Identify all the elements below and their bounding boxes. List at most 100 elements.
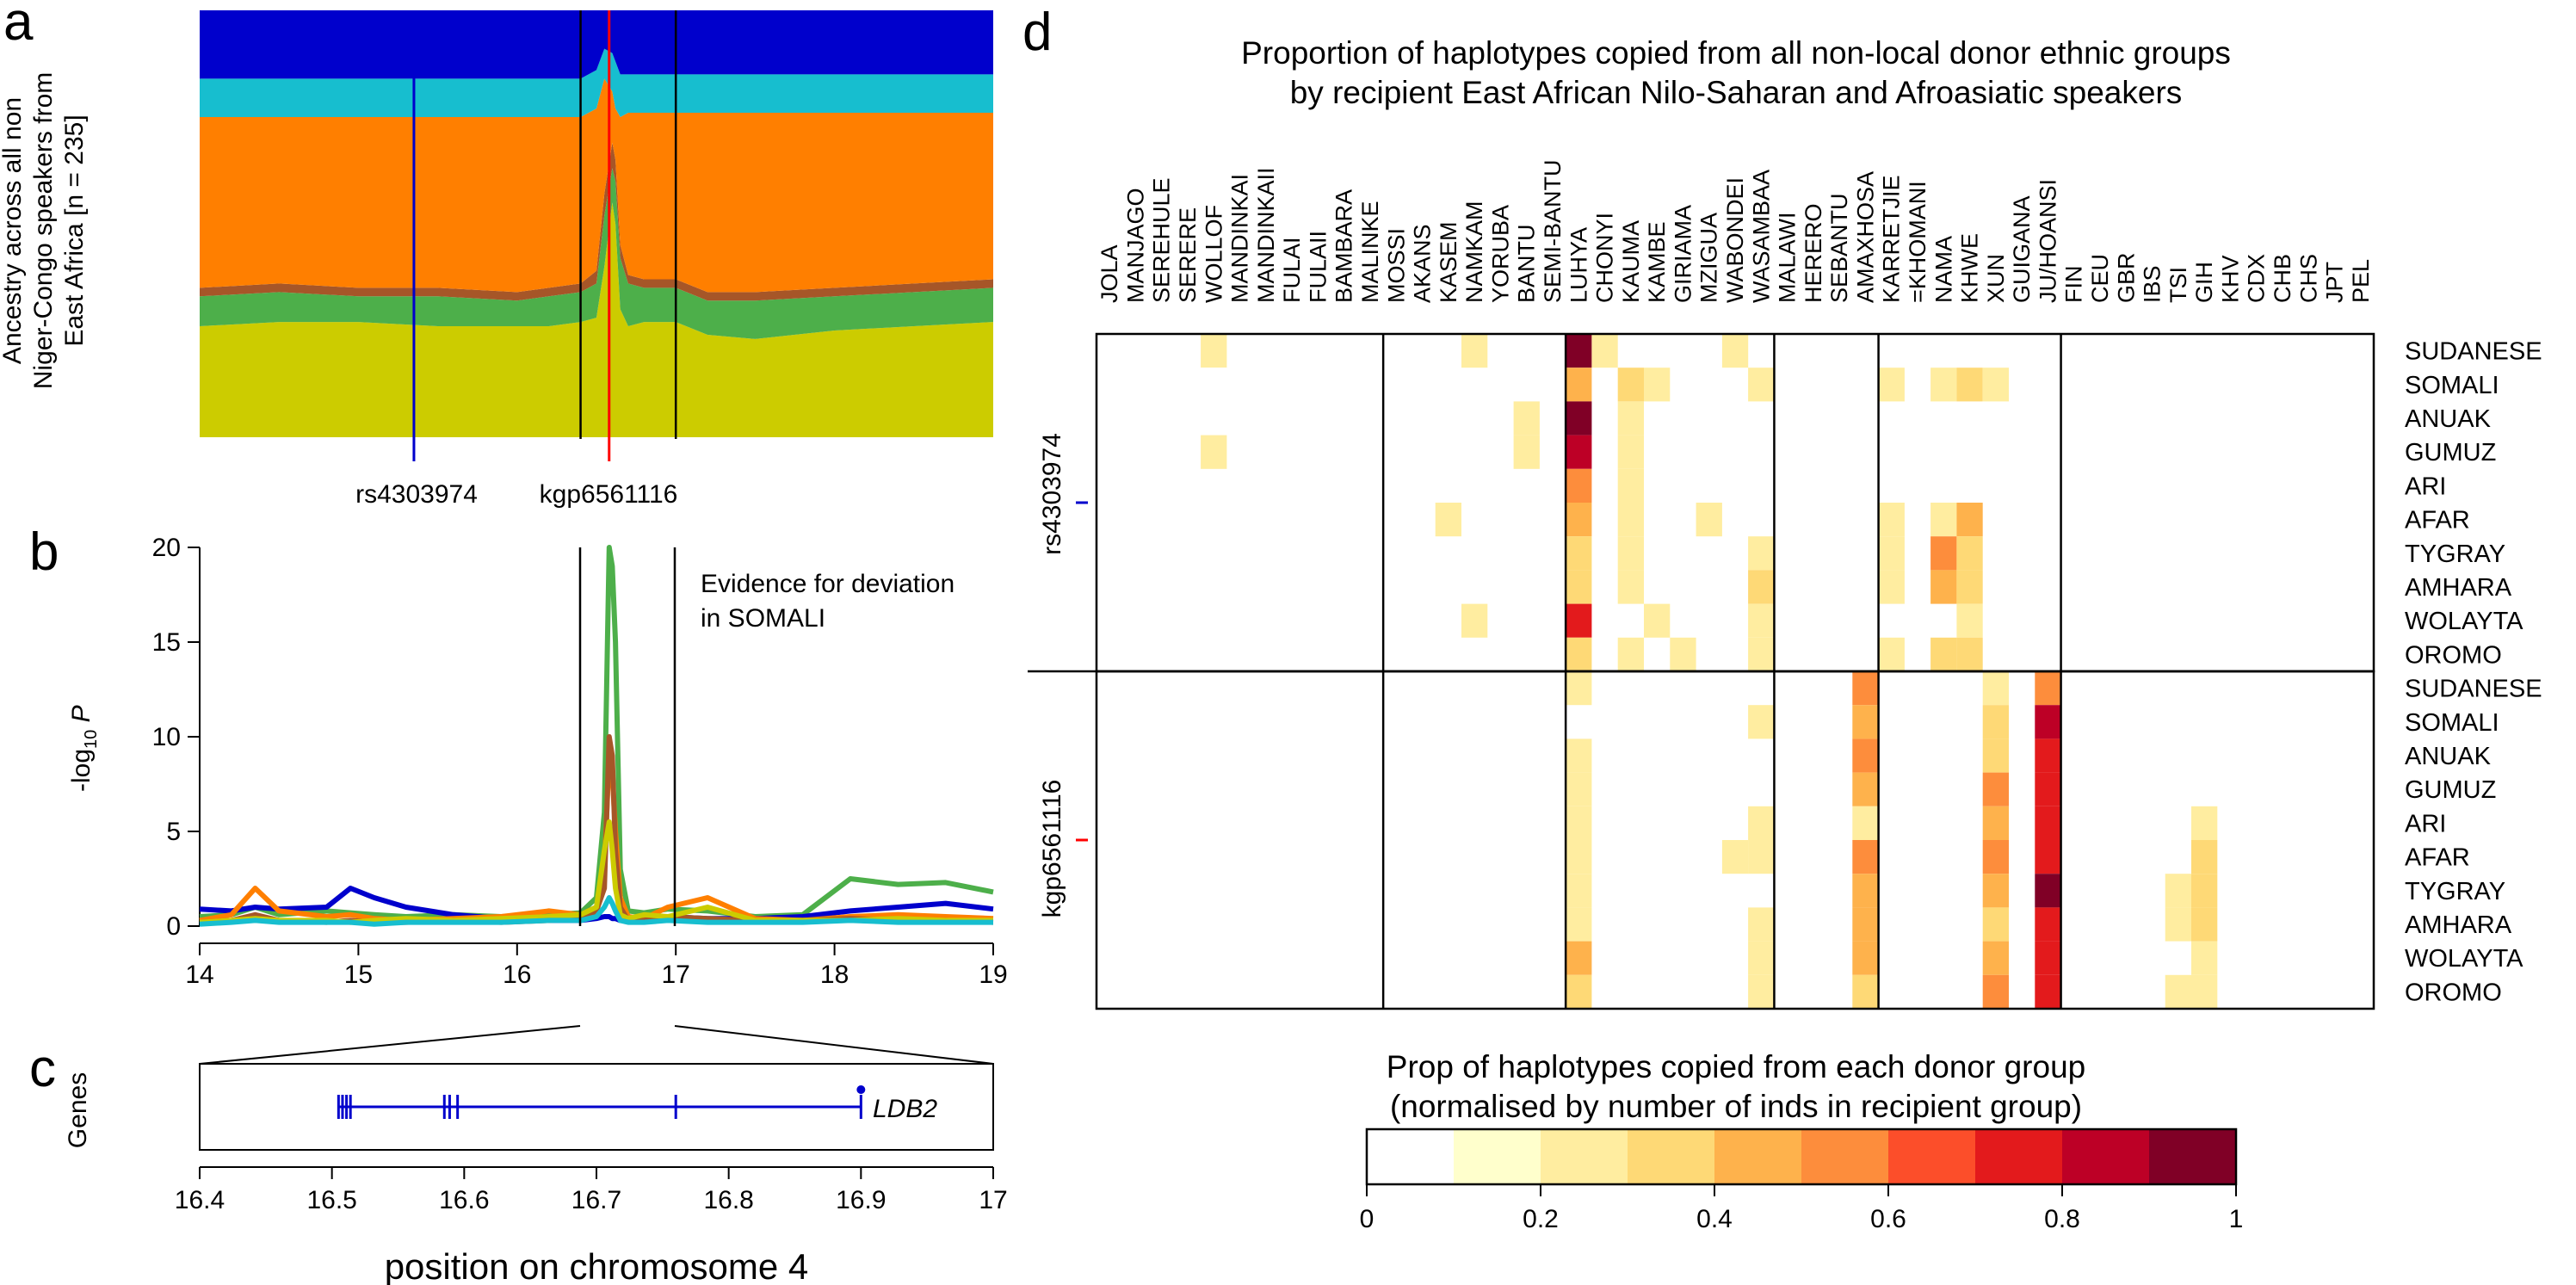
heatmap-cells — [1201, 334, 2218, 1009]
legend-swatch — [2149, 1129, 2236, 1184]
heatmap-cell — [2035, 772, 2061, 806]
donor-label: SERERE — [1175, 207, 1201, 303]
heatmap-cell — [2165, 907, 2191, 942]
legend-swatch — [1801, 1129, 1888, 1184]
legend-tick-label: 0.4 — [1696, 1205, 1733, 1233]
heatmap-cell — [2035, 738, 2061, 773]
heatmap-cell — [1201, 334, 1227, 368]
heatmap-cell — [2035, 974, 2061, 1009]
gene-tss-mark — [856, 1085, 866, 1094]
recipient-label: GUMUZ — [2405, 439, 2496, 466]
heatmap-cell — [1748, 840, 1775, 874]
heatmap-cell — [1956, 536, 1983, 571]
heatmap-cell — [1748, 570, 1775, 604]
pvalue-x-tick-label: 19 — [979, 961, 1007, 989]
heatmap-cell — [1435, 503, 1461, 537]
recipient-label: TYGRAY — [2405, 541, 2505, 568]
heatmap-cell — [1566, 941, 1592, 975]
chromosome-xlabel: position on chromosome 4 — [385, 1246, 809, 1285]
pvalue-y-tick-label: 20 — [152, 534, 181, 562]
heatmap-cell — [1566, 435, 1592, 469]
recipient-label: SUDANESE — [2405, 338, 2542, 366]
legend-tick-label: 0.2 — [1523, 1205, 1559, 1233]
legend-swatch — [1975, 1129, 2062, 1184]
panel-letter-c: c — [29, 1039, 56, 1098]
gene-x-ticks: 16.4 16.5 16.6 16.7 16.8 16.9 17 — [175, 1166, 1008, 1214]
heatmap-cell — [1930, 637, 1957, 671]
legend-tick-label: 0 — [1360, 1205, 1374, 1233]
heatmap-cell — [1956, 503, 1983, 537]
heatmap-cell — [1566, 536, 1592, 571]
donor-label: YORUBA — [1487, 205, 1513, 303]
pvalue-y-tick-label: 0 — [166, 912, 181, 941]
heatmap-cell — [1721, 840, 1749, 874]
heatmap-cell — [1566, 772, 1592, 806]
heatmap-cell — [1852, 671, 1879, 706]
panel-b-pvalue-chart: 0 5 10 15 20 14 15 16 17 18 19 Evidence for devia… — [67, 534, 1008, 989]
heatmap-cell — [1748, 536, 1775, 571]
heatmap-cell — [1982, 772, 2009, 806]
heatmap-cell — [1982, 368, 2009, 402]
snp-label-kgp6561116: kgp6561116 — [1038, 780, 1066, 918]
gene-x-tick-label: 16.4 — [175, 1186, 225, 1214]
ancestry-marker-lines — [412, 10, 677, 461]
heatmap-cell — [2191, 874, 2218, 908]
zoom-line-right — [674, 1025, 994, 1065]
legend-swatch — [1628, 1129, 1714, 1184]
donor-label: JU/HOANSI — [2035, 179, 2060, 303]
heatmap-cell — [2035, 671, 2061, 706]
heatmap-cell — [1201, 503, 1227, 537]
donor-label: FIN — [2061, 266, 2087, 304]
heatmap-cell — [1878, 368, 1905, 402]
donor-label: SEREHULE — [1149, 177, 1175, 303]
recipient-label: ARI — [2405, 810, 2446, 837]
heatmap-cell — [1852, 806, 1879, 840]
legend-swatch — [2062, 1129, 2149, 1184]
donor-label: MANDINKAII — [1253, 167, 1279, 303]
donor-label: GIH — [2191, 262, 2217, 303]
gene-track-box — [199, 1063, 994, 1151]
panel-letter-a: a — [3, 0, 34, 52]
pvalue-x-ticks: 14 15 16 17 18 19 — [185, 943, 1008, 989]
heatmap-cell — [1461, 603, 1488, 638]
ancestry-band-0 — [200, 202, 993, 437]
heatmap-title-line-1: Proportion of haplotypes copied from all… — [1241, 35, 2231, 71]
recipient-label: OROMO — [2405, 641, 2502, 669]
gene-x-tick-label: 16.8 — [703, 1186, 753, 1214]
donor-label: KAUMA — [1618, 220, 1644, 303]
heatmap-cell — [1617, 637, 1644, 671]
heatmap-cell — [1956, 368, 1983, 402]
donor-label: WOLLOF — [1201, 205, 1226, 303]
heatmap-cell — [1617, 503, 1644, 537]
heatmap-cell — [1566, 806, 1592, 840]
donor-label: CHS — [2295, 254, 2321, 303]
donor-label: CDX — [2244, 254, 2270, 303]
donor-label: FULAI — [1279, 237, 1305, 303]
heatmap-cell — [1852, 874, 1879, 908]
heatmap-cell — [1566, 368, 1592, 402]
heatmap-cell — [1566, 671, 1592, 706]
ancestry-band-2 — [200, 142, 993, 301]
genes-ylabel: Genes — [64, 1072, 92, 1148]
marker-label-rs4303974: rs4303974 — [355, 480, 478, 509]
pvalue-x-tick-label: 18 — [820, 961, 849, 989]
donor-label: MOSSI — [1383, 228, 1409, 303]
pvalue-y-tick-label: 5 — [166, 818, 181, 846]
heatmap-cell — [1930, 570, 1957, 604]
heatmap-cell — [1566, 401, 1592, 436]
legend-swatch — [1541, 1129, 1628, 1184]
pvalue-ylabel: -log10 P — [67, 705, 101, 792]
zoom-line-left — [199, 1025, 581, 1065]
pvalue-y-ticks: 0 5 10 15 20 — [152, 534, 200, 941]
heatmap-cell — [1748, 806, 1775, 840]
donor-label: KHWE — [1957, 233, 1983, 303]
heatmap-cell — [1930, 536, 1957, 571]
recipient-label: GUMUZ — [2405, 776, 2496, 804]
donor-label: KHV — [2217, 255, 2243, 303]
donor-label: WASAMBAA — [1748, 170, 1774, 303]
recipient-label: WOLAYTA — [2405, 945, 2523, 973]
heatmap-cell — [1748, 974, 1775, 1009]
legend-tick-label: 0.8 — [2044, 1205, 2080, 1233]
ancestry-ylabel-line-1: Ancestry across all non — [0, 97, 27, 364]
